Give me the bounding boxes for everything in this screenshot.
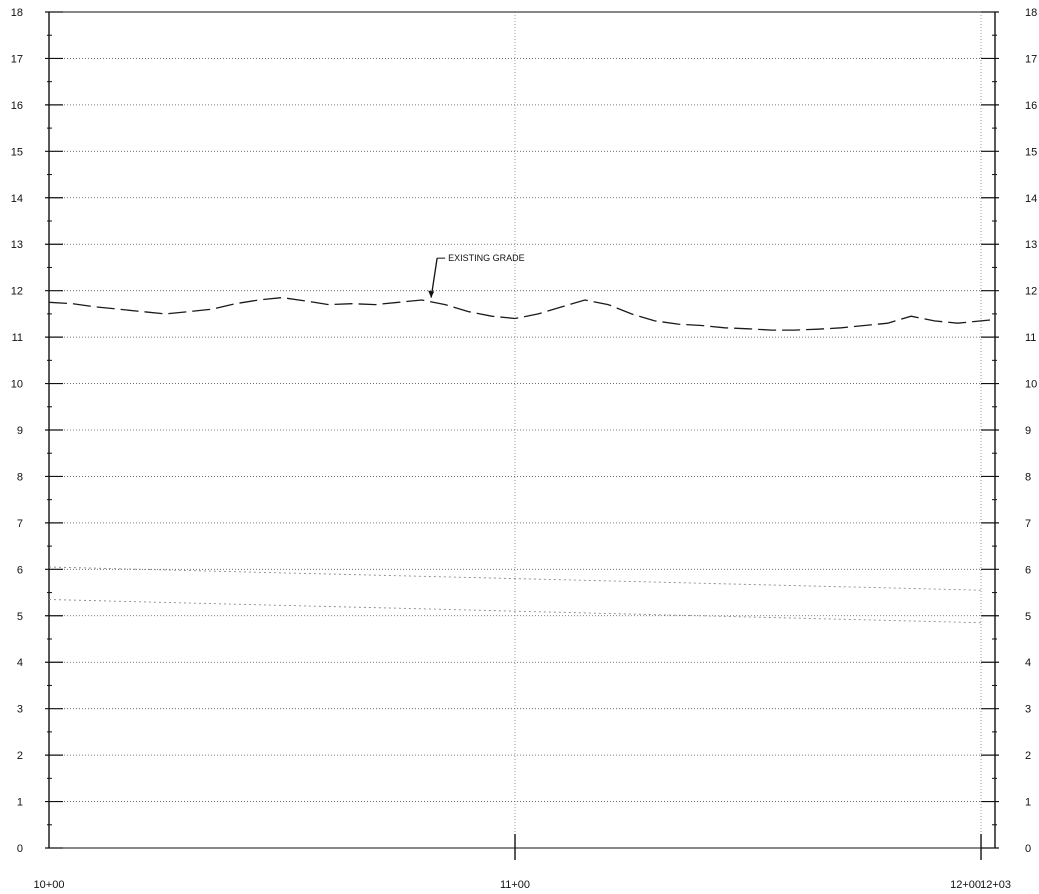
- y-tick-label-right-14: 14: [1025, 193, 1037, 205]
- y-tick-label-right-7: 7: [1025, 518, 1031, 530]
- y-tick-label-left-13: 13: [11, 239, 23, 251]
- y-tick-label-right-6: 6: [1025, 564, 1031, 576]
- x-tick-label-1: 11+00: [500, 879, 530, 891]
- y-tick-label-left-2: 2: [17, 750, 23, 762]
- y-tick-label-left-0: 0: [17, 843, 23, 855]
- series-line-0: [48, 296, 996, 331]
- y-tick-label-right-5: 5: [1025, 611, 1031, 623]
- y-tick-label-left-4: 4: [17, 657, 23, 669]
- y-tick-label-right-3: 3: [1025, 704, 1031, 716]
- y-tick-label-right-0: 0: [1025, 843, 1031, 855]
- y-tick-label-left-8: 8: [17, 471, 23, 483]
- x-tick-label-3: 12+03: [980, 879, 1011, 891]
- series-line-2: [48, 599, 982, 624]
- series-line-1: [48, 566, 982, 591]
- x-tick-label-2: 12+00: [950, 879, 981, 891]
- y-tick-label-left-12: 12: [11, 286, 23, 298]
- y-tick-label-right-16: 16: [1025, 100, 1037, 112]
- y-tick-label-right-2: 2: [1025, 750, 1031, 762]
- y-tick-label-right-8: 8: [1025, 471, 1031, 483]
- y-tick-label-left-10: 10: [11, 379, 23, 391]
- y-tick-label-right-9: 9: [1025, 425, 1031, 437]
- y-tick-label-left-5: 5: [17, 611, 23, 623]
- y-tick-label-left-17: 17: [11, 53, 23, 65]
- y-tick-label-left-9: 9: [17, 425, 23, 437]
- y-tick-label-right-10: 10: [1025, 379, 1037, 391]
- y-tick-label-left-15: 15: [11, 146, 23, 158]
- y-tick-label-right-18: 18: [1025, 7, 1037, 19]
- y-tick-label-right-12: 12: [1025, 286, 1037, 298]
- y-tick-label-right-4: 4: [1025, 657, 1031, 669]
- y-tick-label-left-7: 7: [17, 518, 23, 530]
- y-tick-label-right-17: 17: [1025, 53, 1037, 65]
- y-tick-label-left-6: 6: [17, 564, 23, 576]
- y-tick-label-right-15: 15: [1025, 146, 1037, 158]
- y-tick-label-right-11: 11: [1025, 332, 1036, 344]
- y-tick-label-left-14: 14: [11, 193, 23, 205]
- y-tick-label-right-1: 1: [1025, 797, 1031, 809]
- y-tick-label-left-1: 1: [17, 797, 23, 809]
- y-tick-label-right-13: 13: [1025, 239, 1037, 251]
- y-tick-label-left-16: 16: [11, 100, 23, 112]
- annotation-leader-0: [430, 258, 438, 298]
- annotation-arrowhead-0: [428, 290, 435, 298]
- y-tick-label-left-18: 18: [11, 7, 23, 19]
- y-tick-label-left-11: 11: [12, 332, 23, 344]
- x-tick-label-0: 10+00: [34, 879, 65, 891]
- annotation-label-0: EXISTING GRADE: [448, 253, 525, 263]
- y-tick-label-left-3: 3: [17, 704, 23, 716]
